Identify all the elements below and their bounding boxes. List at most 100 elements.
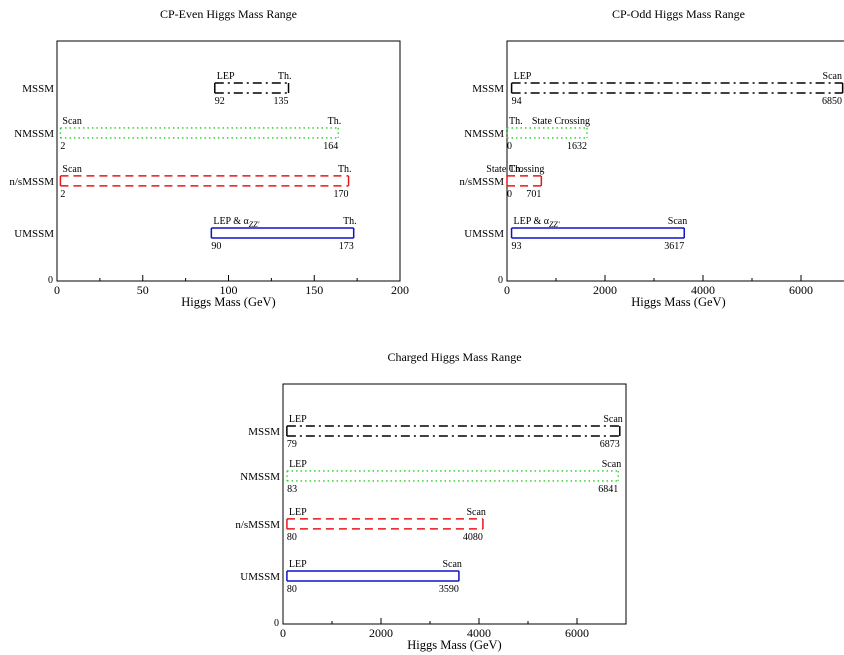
chart-title: CP-Even Higgs Mass Range [160,7,297,21]
y-tick-label: 0 [274,618,279,629]
range-bar-mssm: 94 6850 LEP Scan [510,71,844,107]
category-label: NMSSM [14,128,54,140]
x-axis-label: Higgs Mass (GeV) [181,295,275,309]
range-high-annotation: Scan [602,459,621,470]
range-high-annotation: Scan [442,559,461,570]
range-low-value: 80 [287,532,297,543]
chart-title: CP-Odd Higgs Mass Range [612,7,745,21]
range-high-annotation: Th. [343,216,357,227]
chart-panel-1: CP-Even Higgs Mass Range 0 50 100 150 200 0 Hig… [9,7,409,309]
range-low-annotation: Th. [509,116,523,127]
range-high-value: 3617 [664,241,684,252]
range-bar-nsmssm: 80 4080 LEP Scan [286,507,486,543]
range-low-value: 94 [512,96,522,107]
x-tick-label: 6000 [565,626,589,640]
category-label: UMSSM [464,228,504,240]
range-low-value: 0 [507,141,512,152]
x-tick-label: 6000 [789,283,813,297]
range-high-annotation: State Crossing [532,116,590,127]
range-low-value: 79 [287,439,297,450]
range-bar-nsmssm: 0 701 Th.State Crossing [486,164,544,200]
range-high-value: 6850 [822,96,842,107]
range-low-annotation: LEP & αZZ' [514,216,560,229]
x-tick-label: 2000 [369,626,393,640]
range-low-value: 80 [287,584,297,595]
category-label: NMSSM [240,471,280,483]
chart-title: Charged Higgs Mass Range [387,350,521,364]
range-low-annotation: Scan [62,116,81,127]
range-bar-umssm: 90 173 LEP & αZZ' Th. [210,216,357,252]
range-low-annotation: LEP & αZZ' [213,216,259,229]
range-high-value: 3590 [439,584,459,595]
x-tick-label: 100 [220,283,238,297]
range-bar-mssm: 79 6873 LEP Scan [286,414,623,450]
range-bar-umssm: 80 3590 LEP Scan [286,559,462,595]
range-high-value: 135 [274,96,289,107]
range-low-annotation-subscript: ZZ' [249,220,260,229]
range-high-value: 6873 [600,439,620,450]
x-tick-label: 4000 [691,283,715,297]
range-high-annotation: State Crossing [486,164,544,175]
range-bar-mssm: 92 135 LEP Th. [214,71,292,107]
category-label: n/sMSSM [9,176,54,188]
range-low-annotation: Th. [509,164,523,175]
range-high-value: 173 [339,241,354,252]
x-tick-label: 200 [391,283,409,297]
range-high-value: 6841 [598,484,618,495]
range-high-annotation: Scan [668,216,687,227]
range-high-annotation: Scan [823,71,842,82]
range-high-annotation: Th. [278,71,292,82]
chart-panel-2: CP-Odd Higgs Mass Range 0 2000 4000 6000 0 Hig… [459,7,844,309]
range-low-value: 2 [60,141,65,152]
range-low-value: 83 [287,484,297,495]
range-low-annotation: LEP [289,414,307,425]
range-low-annotation: LEP [217,71,235,82]
range-high-value: 4080 [463,532,483,543]
x-tick-label: 0 [280,626,286,640]
range-low-annotation: LEP [289,507,307,518]
range-low-value: 93 [512,241,522,252]
range-low-annotation-subscript: ZZ' [549,220,560,229]
x-tick-label: 0 [54,283,60,297]
category-label: n/sMSSM [459,176,504,188]
chart-panel-3: Charged Higgs Mass Range 0 2000 4000 6000 0 Hi… [235,350,627,652]
range-bar-umssm: 93 3617 LEP & αZZ' Scan [510,216,687,252]
category-label: n/sMSSM [235,519,280,531]
x-axis-label: Higgs Mass (GeV) [407,638,501,652]
range-low-value: 2 [60,189,65,200]
x-tick-label: 4000 [467,626,491,640]
category-label: MSSM [472,83,504,95]
range-high-annotation: Th. [338,164,352,175]
y-tick-label: 0 [48,275,53,286]
range-low-value: 92 [215,96,225,107]
range-high-annotation: Th. [328,116,342,127]
category-label: UMSSM [14,228,54,240]
range-low-value: 0 [507,189,512,200]
range-high-value: 701 [526,189,541,200]
category-label: MSSM [22,83,54,95]
range-bar-nmssm: 83 6841 LEP Scan [286,459,621,495]
range-bar-nmssm: 2 164 Scan Th. [59,116,342,152]
range-high-value: 170 [334,189,349,200]
plot-frame [282,383,627,625]
range-low-annotation: LEP [514,71,532,82]
x-tick-label: 150 [305,283,323,297]
x-tick-label: 0 [504,283,510,297]
range-bar-nsmssm: 2 170 Scan Th. [59,164,352,200]
range-low-value: 90 [211,241,221,252]
category-label: NMSSM [464,128,504,140]
range-high-value: 164 [323,141,338,152]
range-bar-nmssm: 0 1632 Th. State Crossing [506,116,590,152]
y-tick-label: 0 [498,275,503,286]
range-high-annotation: Scan [466,507,485,518]
x-tick-label: 50 [137,283,149,297]
x-axis-label: Higgs Mass (GeV) [631,295,725,309]
range-low-annotation: LEP [289,559,307,570]
plot-frame [506,40,844,282]
range-low-annotation: LEP [289,459,307,470]
category-label: UMSSM [240,571,280,583]
range-high-value: 1632 [567,141,587,152]
category-label: MSSM [248,426,280,438]
range-high-annotation: Scan [603,414,622,425]
